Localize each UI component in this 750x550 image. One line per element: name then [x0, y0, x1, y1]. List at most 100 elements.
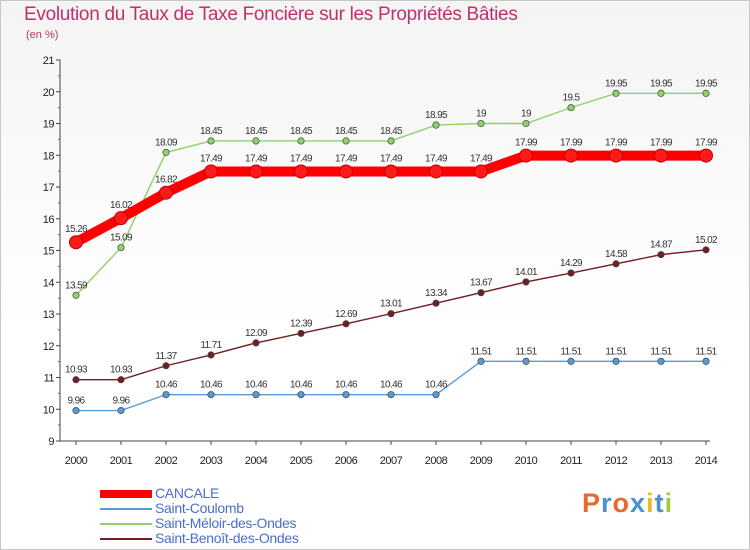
- data-point: [657, 89, 665, 97]
- data-point: [252, 391, 260, 399]
- data-label: 17.99: [605, 138, 628, 149]
- x-tick-label: 2003: [200, 455, 223, 467]
- data-point: [567, 269, 575, 277]
- data-label: 10.46: [290, 380, 313, 391]
- data-point: [159, 185, 173, 200]
- data-label: 18.45: [380, 126, 403, 137]
- data-point: [162, 362, 170, 370]
- data-label: 10.46: [200, 380, 223, 391]
- data-point: [387, 137, 395, 145]
- y-tick-label: 17: [43, 182, 55, 194]
- data-point: [117, 244, 125, 252]
- data-label: 10.46: [155, 380, 178, 391]
- data-label: 17.49: [425, 153, 448, 164]
- legend-swatch: [100, 538, 152, 540]
- legend-label: Saint-Méloir-des-Ondes: [155, 515, 297, 531]
- data-point: [342, 320, 350, 328]
- data-point: [387, 391, 395, 399]
- data-point: [522, 278, 530, 286]
- legend-swatch: [100, 523, 152, 525]
- data-label: 14.29: [560, 258, 583, 269]
- data-point: [429, 164, 443, 179]
- data-point: [297, 329, 305, 337]
- data-label: 10.93: [65, 365, 88, 376]
- y-tick-label: 18: [43, 150, 55, 162]
- data-label: 11.51: [605, 346, 627, 357]
- data-point: [477, 289, 485, 297]
- data-label: 17.99: [650, 138, 673, 149]
- data-label: 18.45: [200, 126, 223, 137]
- data-point: [249, 164, 263, 179]
- data-point: [612, 260, 620, 268]
- data-point: [117, 376, 125, 384]
- x-tick-label: 2011: [560, 455, 582, 467]
- data-label: 19: [521, 109, 532, 120]
- data-point: [207, 137, 215, 145]
- data-label: 19.95: [650, 78, 673, 89]
- y-tick-label: 15: [43, 246, 55, 258]
- data-label: 19.5: [562, 93, 580, 104]
- data-point: [432, 391, 440, 399]
- chart-title: Evolution du Taux de Taxe Foncière sur l…: [24, 4, 518, 25]
- data-label: 19: [476, 109, 487, 120]
- data-point: [384, 164, 398, 179]
- data-label: 10.46: [425, 380, 448, 391]
- data-point: [612, 357, 620, 365]
- data-point: [609, 148, 623, 163]
- y-tick-label: 11: [44, 373, 55, 385]
- data-point: [432, 299, 440, 307]
- legend-swatch: [100, 490, 152, 498]
- data-point: [297, 391, 305, 399]
- y-tick-label: 20: [43, 87, 55, 99]
- line-chart: 9 10 11 12 13 14 15 16 17 18 19 20 21 2000 2001 2002 200…: [43, 55, 719, 467]
- x-tick-label: 2012: [605, 455, 628, 467]
- legend-swatch: [100, 508, 152, 510]
- data-label: 18.45: [335, 126, 358, 137]
- data-point: [207, 351, 215, 359]
- data-label: 14.87: [650, 240, 673, 251]
- data-point: [702, 246, 710, 254]
- data-label: 18.45: [245, 126, 268, 137]
- data-point: [294, 164, 308, 179]
- data-point: [519, 148, 533, 163]
- data-label: 11.51: [695, 346, 717, 357]
- x-tick-label: 2014: [695, 455, 718, 467]
- data-point: [567, 104, 575, 112]
- data-point: [477, 119, 485, 128]
- data-point: [612, 89, 620, 97]
- x-tick-label: 2000: [65, 455, 88, 467]
- data-point: [204, 164, 218, 179]
- data-label: 19.95: [605, 78, 628, 89]
- data-label: 13.67: [470, 278, 493, 289]
- data-point: [432, 121, 440, 129]
- y-tick-label: 19: [43, 119, 55, 131]
- data-label: 9.96: [112, 396, 130, 407]
- data-label: 18.95: [425, 110, 448, 121]
- data-label: 12.09: [245, 328, 268, 339]
- data-point: [522, 119, 530, 128]
- data-point: [699, 148, 713, 163]
- data-label: 11.51: [515, 346, 537, 357]
- data-label: 11.51: [560, 346, 582, 357]
- data-label: 18.45: [290, 126, 313, 137]
- data-label: 10.46: [380, 380, 403, 391]
- data-point: [654, 148, 668, 163]
- data-point: [69, 235, 83, 250]
- x-tick-label: 2010: [515, 455, 538, 467]
- data-point: [114, 211, 128, 226]
- x-tick-label: 2007: [380, 455, 403, 467]
- data-label: 9.96: [67, 396, 85, 407]
- x-tick-label: 2006: [335, 455, 358, 467]
- y-tick-label: 21: [43, 55, 55, 67]
- data-label: 10.46: [335, 380, 358, 391]
- data-point: [162, 148, 170, 156]
- y-tick-label: 14: [43, 277, 55, 289]
- data-label: 17.49: [470, 153, 493, 164]
- data-label: 11.51: [470, 346, 492, 357]
- y-tick-label: 10: [43, 404, 55, 416]
- data-label: 13.01: [380, 299, 403, 310]
- data-label: 17.49: [380, 153, 403, 164]
- data-point: [207, 391, 215, 399]
- y-tick-label: 16: [43, 214, 55, 226]
- data-label: 19.95: [695, 78, 718, 89]
